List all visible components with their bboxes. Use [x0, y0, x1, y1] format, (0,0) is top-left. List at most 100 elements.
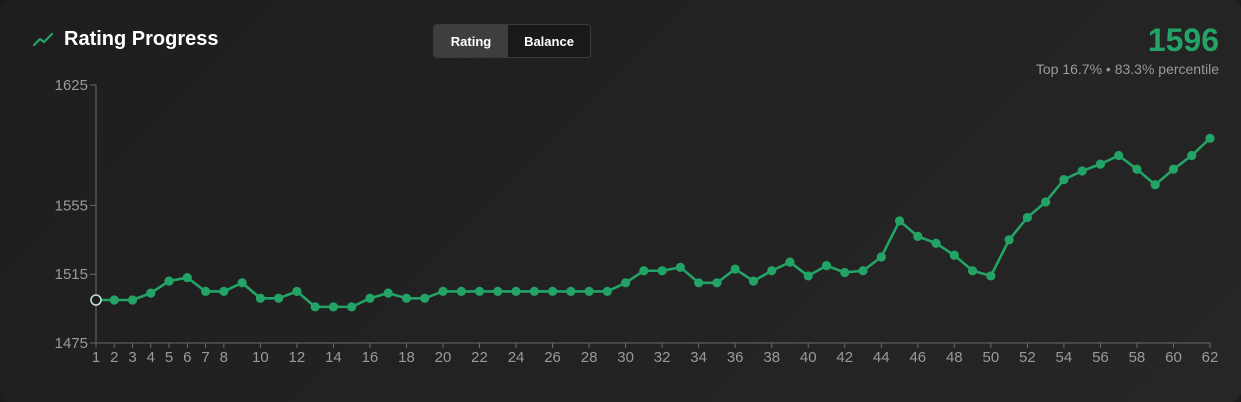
x-tick-label: 30	[617, 349, 634, 366]
data-point	[237, 278, 247, 288]
data-point	[767, 266, 777, 276]
data-point	[657, 266, 667, 276]
data-point	[675, 262, 685, 272]
data-point	[913, 231, 923, 241]
x-tick-label: 8	[220, 349, 228, 366]
y-tick-label: 1625	[55, 77, 88, 94]
data-point	[420, 293, 430, 303]
data-point	[949, 250, 959, 260]
x-tick-label: 6	[183, 349, 191, 366]
data-point	[310, 302, 320, 312]
data-point	[328, 302, 339, 312]
trend-up-icon	[32, 32, 54, 46]
x-tick-label: 7	[201, 349, 209, 366]
x-tick-label: 12	[289, 349, 306, 366]
data-point	[584, 286, 594, 296]
x-tick-label: 20	[435, 349, 452, 366]
data-point	[274, 293, 284, 303]
data-point	[1077, 166, 1087, 176]
data-point	[967, 266, 978, 276]
x-tick-label: 32	[654, 349, 671, 366]
rating-toggle-button[interactable]: Rating	[434, 25, 508, 57]
data-point	[821, 261, 832, 271]
data-point	[1168, 164, 1179, 174]
data-point	[785, 257, 795, 267]
data-point	[730, 264, 740, 274]
data-point	[90, 294, 102, 306]
data-point	[1041, 197, 1051, 207]
x-tick-label: 2	[110, 349, 118, 366]
data-point	[840, 267, 850, 278]
x-tick-label: 46	[909, 349, 926, 366]
data-point	[109, 295, 119, 305]
series-line	[96, 137, 1211, 309]
data-point	[1114, 150, 1124, 161]
x-tick-label: 22	[471, 349, 488, 366]
data-point	[401, 293, 412, 303]
data-point	[858, 266, 868, 276]
x-tick-label: 1	[92, 349, 100, 366]
x-tick-label: 60	[1165, 349, 1182, 366]
data-point	[1059, 175, 1069, 185]
x-tick-label: 50	[983, 349, 1000, 366]
x-tick-label: 14	[325, 349, 342, 366]
metric-toggle: Rating Balance	[433, 24, 591, 58]
card-title: Rating Progress	[64, 28, 219, 50]
data-point	[438, 286, 448, 296]
data-point	[1150, 180, 1160, 190]
data-point	[474, 286, 485, 296]
data-point	[200, 286, 211, 296]
x-tick-label: 26	[544, 349, 561, 366]
data-point	[621, 278, 631, 288]
data-point	[1095, 159, 1106, 169]
x-tick-label: 54	[1056, 349, 1073, 366]
data-point	[383, 288, 393, 298]
data-point	[712, 278, 722, 288]
data-point	[127, 295, 138, 305]
data-point	[639, 266, 649, 276]
data-point	[566, 286, 576, 296]
data-point	[1187, 150, 1197, 161]
data-point	[511, 286, 521, 296]
x-tick-label: 34	[690, 349, 707, 366]
x-tick-label: 24	[508, 349, 525, 366]
data-point	[164, 276, 174, 286]
data-point	[694, 278, 704, 288]
data-point	[931, 238, 941, 248]
data-point	[255, 293, 265, 303]
data-point	[219, 286, 229, 296]
data-point	[456, 286, 466, 296]
data-point	[876, 252, 886, 262]
y-tick-label: 1515	[55, 266, 88, 283]
x-tick-label: 62	[1202, 349, 1219, 366]
x-tick-label: 58	[1129, 349, 1146, 366]
data-point	[146, 288, 156, 298]
x-tick-label: 4	[147, 349, 155, 366]
x-tick-label: 18	[398, 349, 415, 366]
data-point	[182, 273, 192, 283]
balance-toggle-button[interactable]: Balance	[508, 25, 590, 57]
data-point	[292, 286, 302, 296]
data-point	[1132, 164, 1142, 174]
x-tick-label: 36	[727, 349, 744, 366]
x-tick-label: 44	[873, 349, 890, 366]
data-point	[365, 293, 375, 303]
data-point	[529, 286, 539, 296]
x-tick-label: 38	[763, 349, 780, 366]
data-point	[894, 216, 905, 226]
data-point	[1022, 212, 1032, 223]
x-tick-label: 40	[800, 349, 817, 366]
x-tick-label: 16	[362, 349, 379, 366]
data-point	[602, 286, 612, 296]
x-tick-label: 10	[252, 349, 269, 366]
data-point	[1004, 235, 1014, 245]
x-tick-label: 42	[836, 349, 853, 366]
x-tick-label: 3	[128, 349, 136, 366]
y-tick-label: 1475	[55, 335, 88, 352]
data-point	[347, 302, 357, 312]
x-tick-label: 5	[165, 349, 173, 366]
data-point	[493, 286, 503, 296]
percentile-text: Top 16.7% • 83.3% percentile	[1035, 61, 1219, 77]
